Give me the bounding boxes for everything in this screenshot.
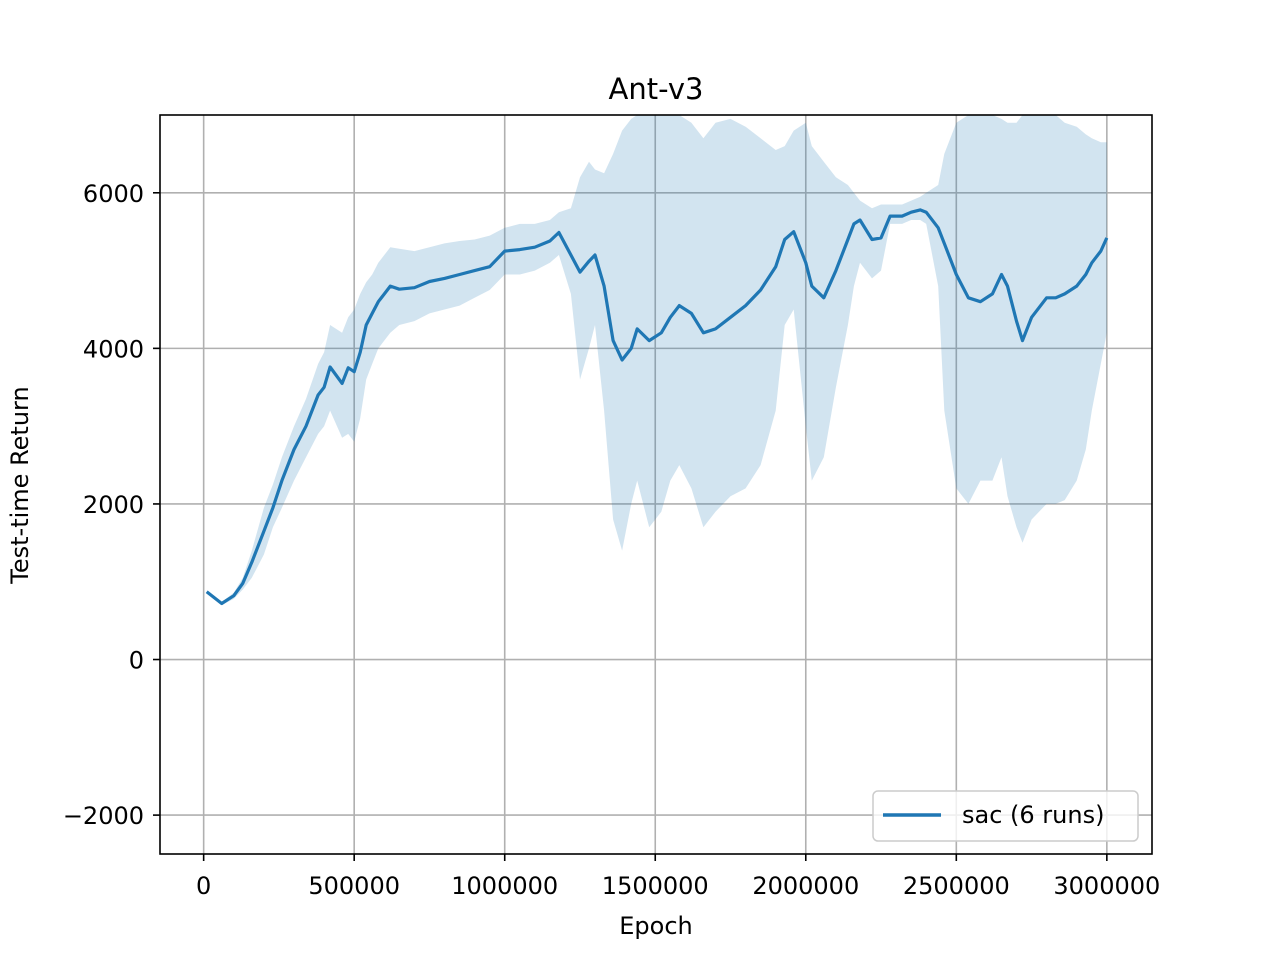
x-tick-label: 2500000 (903, 872, 1010, 900)
y-tick-label: 6000 (83, 180, 144, 208)
x-tick-label: 1000000 (451, 872, 558, 900)
y-tick-label: −2000 (63, 802, 144, 830)
x-axis-label: Epoch (619, 912, 693, 940)
series-line (205, 208, 1109, 606)
chart-title: Ant-v3 (609, 72, 704, 106)
axis-ticks: 0 500000 1000000 1500000 2000000 2500000 30000… (63, 180, 1160, 900)
series-line-sac (205, 208, 1109, 606)
grid (160, 115, 1152, 854)
y-tick-label: 2000 (83, 491, 144, 519)
x-tick-label: 1500000 (602, 872, 709, 900)
y-axis-label: Test-time Return (6, 386, 34, 584)
y-tick-label: 0 (129, 647, 144, 675)
legend-box (872, 790, 1139, 842)
x-tick-label: 2000000 (752, 872, 859, 900)
legend: sac (6 runs) (872, 790, 1139, 842)
x-tick-label: 3000000 (1053, 872, 1160, 900)
legend-label: sac (6 runs) (962, 801, 1104, 829)
x-tick-label: 500000 (308, 872, 400, 900)
x-tick-label: 0 (196, 872, 211, 900)
y-tick-label: 4000 (83, 335, 144, 363)
